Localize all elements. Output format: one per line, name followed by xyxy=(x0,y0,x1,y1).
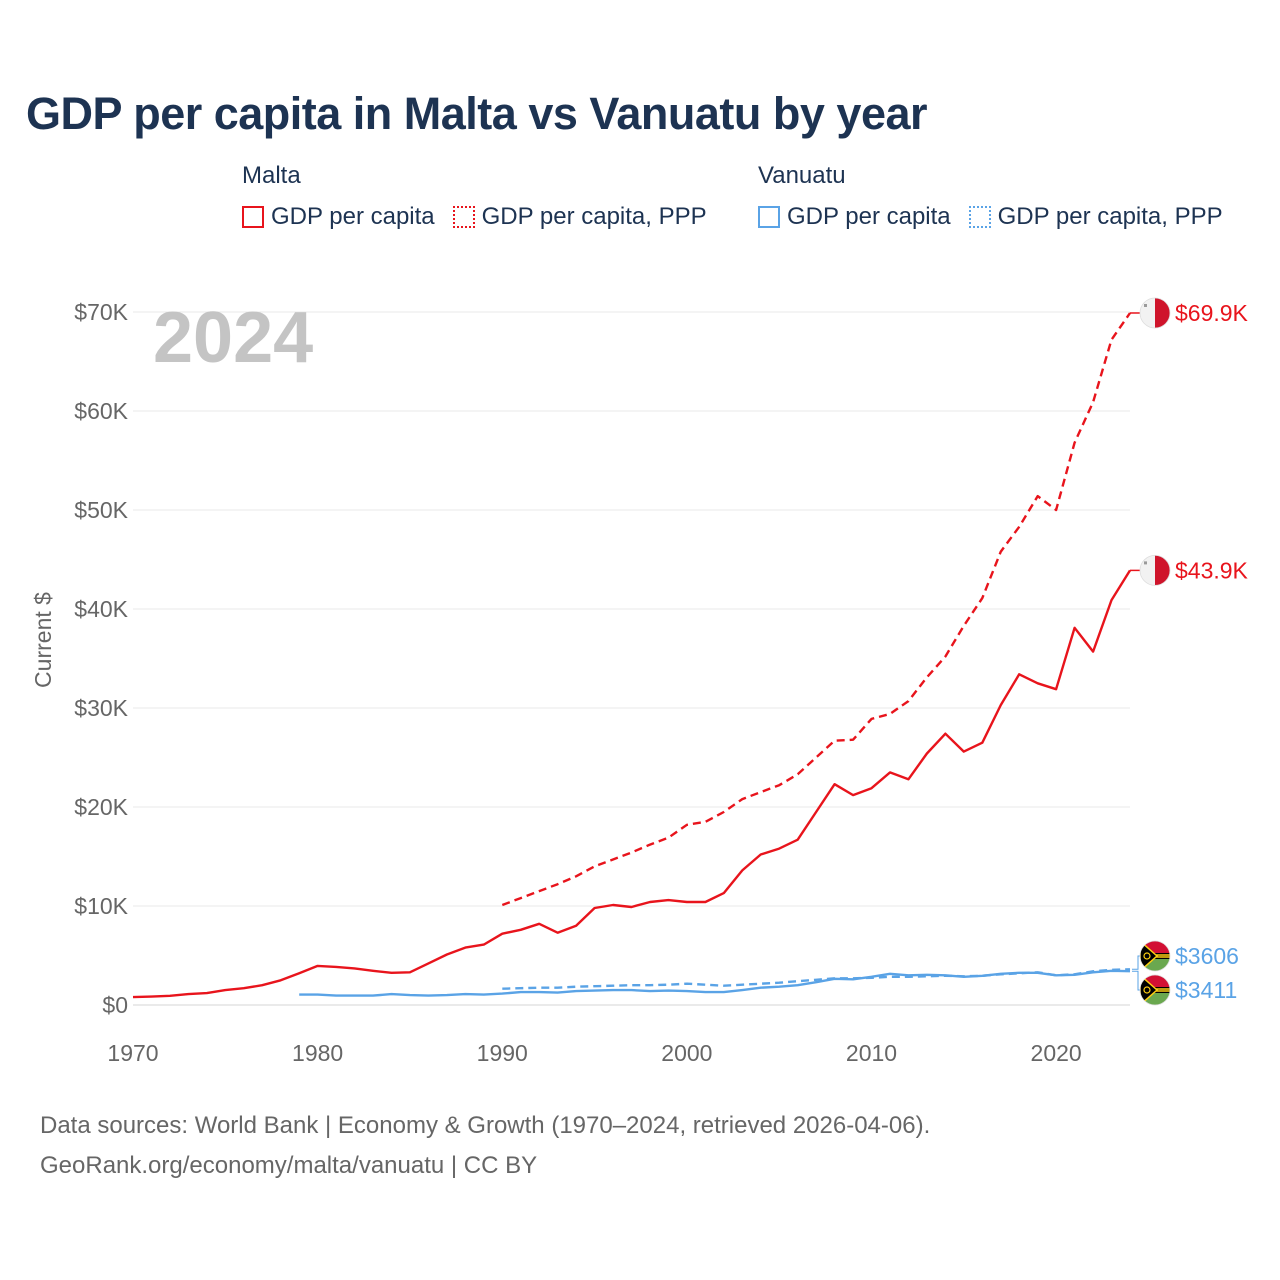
y-tick-label: $40K xyxy=(74,596,128,622)
x-tick-label: 2020 xyxy=(1031,1040,1082,1066)
label-connector xyxy=(1132,970,1140,991)
end-value-label: $69.9K xyxy=(1175,300,1249,326)
end-value-label: $3606 xyxy=(1175,943,1239,969)
vanuatu-flag-icon xyxy=(1139,940,1171,972)
series-line[interactable] xyxy=(501,312,1131,907)
end-value-label: $3411 xyxy=(1175,977,1237,1003)
legend-item-malta-gdp[interactable]: GDP per capita xyxy=(242,203,435,231)
x-tick-label: 1980 xyxy=(292,1040,343,1066)
y-tick-label: $0 xyxy=(102,992,128,1018)
legend-label: GDP per capita, PPP xyxy=(481,203,707,230)
y-tick-label: $50K xyxy=(74,497,128,523)
x-tick-labels: 1970 1980 1990 2000 2010 2020 xyxy=(107,1040,1081,1066)
label-connector xyxy=(1132,955,1140,970)
chart-title: GDP per capita in Malta vs Vanuatu by ye… xyxy=(26,88,928,139)
legend-country-malta: Malta xyxy=(242,162,301,189)
y-tick-label: $30K xyxy=(74,695,128,721)
legend-label: GDP per capita, PPP xyxy=(997,203,1223,230)
data-source-note: Data sources: World Bank | Economy & Gro… xyxy=(40,1106,930,1186)
series-lines xyxy=(132,312,1132,999)
series-line[interactable] xyxy=(132,569,1132,999)
y-tick-label: $20K xyxy=(74,794,128,820)
vanuatu-flag-icon xyxy=(1139,974,1171,1006)
legend-swatch-solid xyxy=(242,206,264,228)
x-tick-label: 2000 xyxy=(661,1040,712,1066)
legend-label: GDP per capita xyxy=(787,203,951,230)
end-value-label: $43.9K xyxy=(1175,557,1249,583)
x-tick-label: 1990 xyxy=(477,1040,528,1066)
gridlines xyxy=(133,311,1130,1006)
malta-flag-icon xyxy=(1139,297,1171,329)
legend-item-malta-ppp[interactable]: GDP per capita, PPP xyxy=(452,203,707,231)
legend-item-vanuatu-ppp[interactable]: GDP per capita, PPP xyxy=(968,203,1223,231)
end-labels: $43.9K $69.9K $3411 $3606 xyxy=(1130,297,1249,1006)
malta-flag-icon xyxy=(1139,554,1171,586)
x-tick-label: 1970 xyxy=(107,1040,158,1066)
y-tick-label: $70K xyxy=(74,299,128,325)
y-tick-label: $10K xyxy=(74,893,128,919)
year-watermark: 2024 xyxy=(153,298,313,378)
legend-country-vanuatu: Vanuatu xyxy=(758,162,846,189)
legend-swatch-dotted xyxy=(452,206,475,228)
legend-malta: Malta GDP per capita GDP per capita, PPP xyxy=(242,162,725,231)
legend-vanuatu: Vanuatu GDP per capita GDP per capita, P… xyxy=(758,162,1241,231)
y-tick-labels: $0 $10K $20K $30K $40K $50K $60K $70K xyxy=(74,299,128,1018)
series-line[interactable] xyxy=(299,969,1131,997)
legend-label: GDP per capita xyxy=(271,203,435,230)
y-axis-label: Current $ xyxy=(30,592,56,688)
series-line[interactable] xyxy=(502,968,1131,990)
legend-item-vanuatu-gdp[interactable]: GDP per capita xyxy=(758,203,951,231)
legend-swatch-dotted xyxy=(968,206,991,228)
y-tick-label: $60K xyxy=(74,398,128,424)
source-line-2[interactable]: GeoRank.org/economy/malta/vanuatu | CC B… xyxy=(40,1152,538,1179)
source-line-1: Data sources: World Bank | Economy & Gro… xyxy=(40,1112,931,1139)
legend-swatch-solid xyxy=(758,206,780,228)
x-tick-label: 2010 xyxy=(846,1040,897,1066)
